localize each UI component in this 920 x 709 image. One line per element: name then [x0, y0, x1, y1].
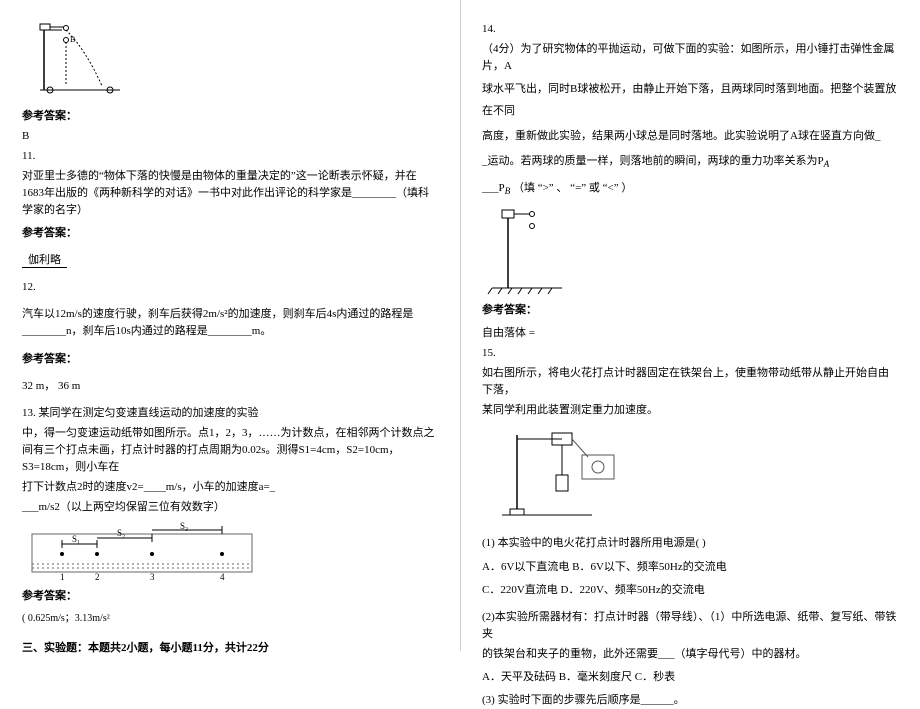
q15-line2: 某同学利用此装置测定重力加速度。 [482, 402, 898, 419]
answer-label: 参考答案： [22, 108, 438, 125]
q15-sub1: (1) 本实验中的电火花打点计时器所用电源是( ) [482, 535, 898, 552]
q14-line3: 高度，重新做此实验，结果两小球总是同时落地。此实验说明了A球在竖直方向做_ [482, 125, 898, 147]
svg-text:2: 2 [95, 572, 100, 582]
section-3-title: 三、实验题：本题共2小题，每小题11分，共计22分 [22, 640, 438, 657]
q15-opt-cd: C．220V直流电 D．220V、频率50Hz的交流电 [482, 582, 898, 599]
q14-figure [482, 206, 898, 296]
q12-number: 12. [22, 279, 438, 296]
q15-opt2: A．天平及砝码 B．毫米刻度尺 C．秒表 [482, 669, 898, 686]
q14-line1: （4分）为了研究物体的平抛运动，可做下面的实验：如图所示，用小锤打击弹性金属片，… [482, 41, 898, 75]
left-column: A B 参考答案： B 11. 对亚里士多德的“物体下落的快慢是由物体的重量决定… [0, 0, 460, 651]
svg-text:S₂: S₂ [117, 528, 125, 538]
q15-number: 15. [482, 345, 898, 362]
svg-text:S₃: S₃ [180, 522, 188, 531]
q15-opt-ab: A．6V以下直流电 B．6V以下、频率50Hz的交流电 [482, 559, 898, 576]
q13-line1: 13. 某同学在测定匀变速直线运动的加速度的实验 [22, 405, 438, 422]
q12-answer: 32 m， 36 m [22, 378, 438, 395]
q14-answer: 自由落体 = [482, 325, 898, 342]
q10-answer: B [22, 128, 438, 145]
answer-label: 参考答案： [22, 225, 438, 242]
svg-text:1: 1 [60, 572, 65, 582]
right-column: 14. （4分）为了研究物体的平抛运动，可做下面的实验：如图所示，用小锤打击弹性… [460, 0, 920, 651]
q14-number: 14. [482, 21, 898, 38]
q15-sub2b: 的铁架台和夹子的重物，此外还需要___（填字母代号）中的器材。 [482, 646, 898, 663]
q15-figure [482, 425, 898, 525]
q14-line2: 球水平飞出，同时B球被松开，由静止开始下落，且两球同时落到地面。把整个装置放在不… [482, 78, 898, 122]
q14-line4: _运动。若两球的质量一样，则落地前的瞬间，两球的重力功率关系为PA [482, 150, 898, 174]
q11-answer: 伽利略 [22, 252, 438, 269]
q11-text: 对亚里士多德的“物体下落的快慢是由物体的重量决定的”这一论断表示怀疑，并在168… [22, 168, 438, 219]
q13-line3: 打下计数点2时的速度v2=____m/s，小车的加速度a=_ [22, 479, 438, 496]
q14-line5: ___PB （填 “>” 、 “=” 或 “<” ） [482, 177, 898, 201]
q15-sub3: (3) 实验时下面的步骤先后顺序是______。 [482, 692, 898, 709]
svg-text:A: A [56, 22, 62, 24]
q13-answer: ( 0.625m/s；3.13m/s² [22, 611, 438, 627]
svg-text:S₁: S₁ [72, 534, 80, 544]
q11-number: 11. [22, 148, 438, 165]
svg-text:4: 4 [220, 572, 225, 582]
answer-label: 参考答案： [22, 351, 438, 368]
answer-label: 参考答案： [482, 302, 898, 319]
q12-text: 汽车以12m/s的速度行驶，刹车后获得2m/s²的加速度，则刹车后4s内通过的路… [22, 306, 438, 340]
q13-tape-figure: 1 2 3 4 S₁ S₂ S₃ [22, 522, 438, 582]
q15-sub2a: (2)本实验所需器材有：打点计时器（带导线）、（1）中所选电源、纸带、复写纸、带… [482, 609, 898, 643]
q13-line2: 中，得一匀变速运动纸带如图所示。点1，2，3，……为计数点，在相邻两个计数点之间… [22, 425, 438, 476]
q13-line4: ___m/s2（以上两空均保留三位有效数字） [22, 499, 438, 516]
q15-line1: 如右图所示，将电火花打点计时器固定在铁架台上，使重物带动纸带从静止开始自由下落， [482, 365, 898, 399]
svg-text:3: 3 [150, 572, 155, 582]
answer-label: 参考答案： [22, 588, 438, 605]
q10-figure: A B [22, 22, 438, 102]
